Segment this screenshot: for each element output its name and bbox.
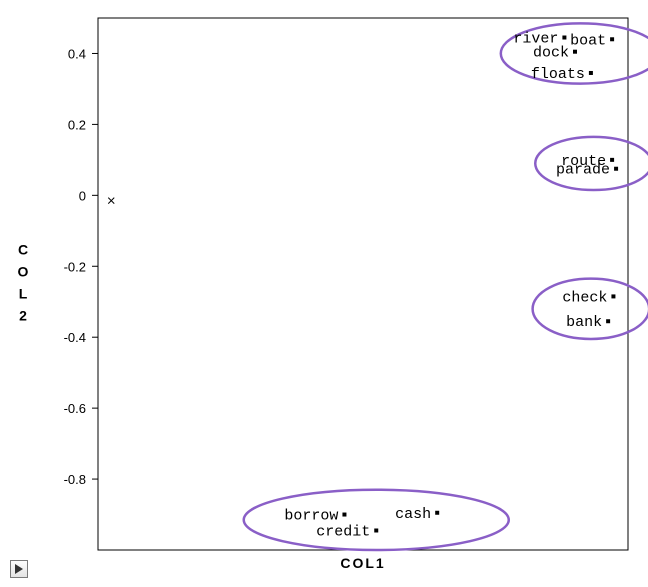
y-axis-label-char: O (18, 264, 31, 280)
data-point (342, 513, 346, 517)
y-tick-label: 0 (79, 188, 86, 203)
y-axis-label-char: 2 (19, 308, 29, 324)
point-label: borrow (284, 508, 338, 525)
data-point (374, 528, 378, 532)
data-point (589, 71, 593, 75)
data-point (610, 37, 614, 41)
point-label: parade (556, 162, 610, 179)
x-axis-label: COL1 (340, 555, 385, 571)
point-label: check (562, 289, 607, 306)
data-point (610, 158, 614, 162)
play-button[interactable] (10, 560, 28, 578)
y-tick-label: 0.4 (68, 46, 86, 61)
y-tick-label: -0.8 (64, 472, 86, 487)
y-axis-label-char: C (18, 242, 30, 258)
y-tick-label: 0.2 (68, 117, 86, 132)
plot-area (98, 18, 628, 550)
data-point (606, 319, 610, 323)
data-point (573, 50, 577, 54)
y-tick-label: -0.4 (64, 330, 86, 345)
data-point (562, 36, 566, 40)
point-label: cash (395, 506, 431, 523)
point-label: floats (531, 66, 585, 83)
data-point (614, 167, 618, 171)
data-point (435, 511, 439, 515)
y-tick-label: -0.6 (64, 401, 86, 416)
point-label: bank (566, 314, 602, 331)
point-label: boat (570, 32, 606, 49)
point-label: credit (316, 523, 370, 540)
chart-svg: -0.8-0.6-0.4-0.200.20.4COL2COL1riverboat… (0, 0, 648, 587)
data-point (611, 294, 615, 298)
y-tick-label: -0.2 (64, 259, 86, 274)
scatter-chart: -0.8-0.6-0.4-0.200.20.4COL2COL1riverboat… (0, 0, 648, 587)
point-label: dock (533, 45, 569, 62)
y-axis-label-char: L (19, 286, 30, 302)
play-icon (15, 564, 23, 574)
